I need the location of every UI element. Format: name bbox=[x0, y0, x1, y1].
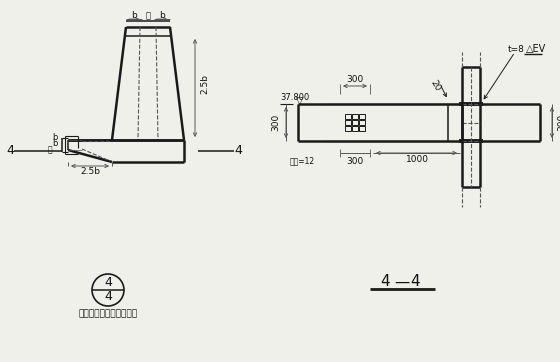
Text: 4: 4 bbox=[104, 290, 112, 303]
Bar bbox=[352, 120, 358, 125]
Bar bbox=[352, 114, 358, 119]
Text: 20: 20 bbox=[428, 79, 442, 93]
Text: 4: 4 bbox=[380, 274, 390, 290]
Text: b: b bbox=[131, 12, 137, 21]
Bar bbox=[345, 114, 351, 119]
Bar bbox=[359, 114, 365, 119]
Text: b: b bbox=[52, 139, 58, 147]
Text: b: b bbox=[52, 132, 58, 142]
Text: 刚: 刚 bbox=[48, 146, 52, 155]
Bar bbox=[345, 120, 351, 125]
Text: 4: 4 bbox=[410, 274, 420, 290]
Text: 腹板=12: 腹板=12 bbox=[290, 156, 315, 165]
Text: △EV: △EV bbox=[526, 44, 546, 54]
Text: 4: 4 bbox=[234, 144, 242, 157]
Text: ▽: ▽ bbox=[296, 96, 304, 106]
Text: b: b bbox=[159, 12, 165, 21]
Text: （此类节点均参比施工）: （此类节点均参比施工） bbox=[78, 310, 138, 319]
Text: —: — bbox=[394, 274, 409, 290]
Text: 37.800: 37.800 bbox=[280, 93, 309, 101]
Text: 4: 4 bbox=[104, 277, 112, 290]
Text: 300: 300 bbox=[558, 114, 560, 131]
Bar bbox=[352, 126, 358, 131]
Text: 300: 300 bbox=[347, 75, 363, 84]
Text: 1000: 1000 bbox=[406, 155, 429, 164]
Text: 300: 300 bbox=[272, 114, 281, 131]
Text: t=8: t=8 bbox=[508, 45, 525, 54]
Text: 刚: 刚 bbox=[146, 12, 151, 21]
Bar bbox=[345, 126, 351, 131]
Text: 4: 4 bbox=[6, 144, 14, 157]
Text: 2.5b: 2.5b bbox=[200, 73, 209, 93]
Bar bbox=[359, 126, 365, 131]
Bar bbox=[359, 120, 365, 125]
Text: 2.5b: 2.5b bbox=[80, 167, 100, 176]
Text: 300: 300 bbox=[347, 156, 363, 165]
